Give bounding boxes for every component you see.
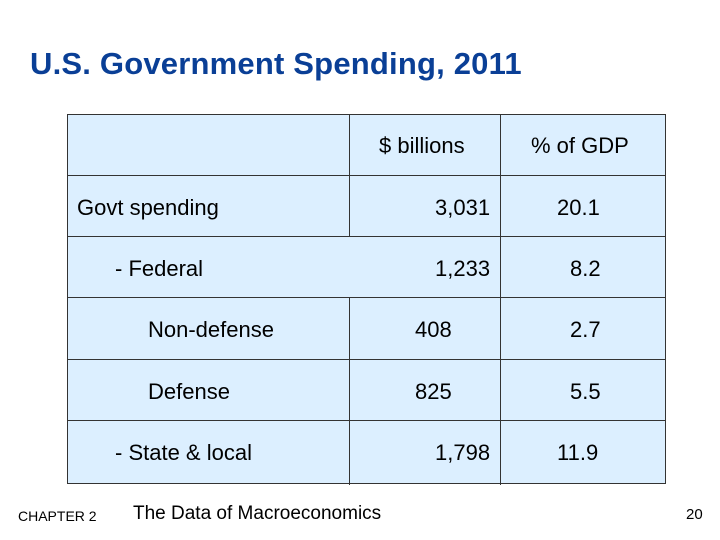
value-billions: 408 (415, 317, 452, 342)
header-pct-gdp: % of GDP (531, 133, 629, 158)
value-billions: 3,031 (435, 195, 491, 220)
row-label-govt-spending: Govt spending (77, 195, 219, 220)
row-divider (68, 236, 665, 237)
value-billions: 1,233 (435, 256, 491, 281)
row-divider (68, 297, 665, 298)
column-divider (349, 115, 350, 237)
value-pct-gdp: 8.2 (570, 256, 601, 281)
value-billions: 825 (415, 379, 452, 404)
value-pct-gdp: 5.5 (570, 379, 601, 404)
value-pct-gdp: 11.9 (557, 440, 599, 465)
footer-book-title: The Data of Macroeconomics (133, 503, 382, 524)
column-divider (500, 115, 501, 485)
row-divider (68, 420, 665, 421)
row-divider (68, 175, 665, 176)
value-pct-gdp: 2.7 (570, 317, 601, 342)
footer-chapter: CHAPTER 2 (18, 508, 97, 524)
row-label-federal: - Federal (115, 256, 204, 281)
row-label-state-local: - State & local (115, 440, 252, 465)
value-billions: 1,798 (435, 440, 491, 465)
row-label-non-defense: Non-defense (148, 317, 274, 342)
spending-table: $ billions % of GDP Govt spending 3,031 … (67, 114, 666, 485)
page-number: 20 (686, 506, 703, 523)
row-divider (68, 359, 665, 360)
row-label-defense: Defense (148, 379, 230, 404)
slide-title: U.S. Government Spending, 2011 (30, 46, 522, 81)
column-divider (349, 297, 350, 485)
header-billions: $ billions (379, 133, 465, 158)
value-pct-gdp: 20.1 (557, 195, 600, 220)
